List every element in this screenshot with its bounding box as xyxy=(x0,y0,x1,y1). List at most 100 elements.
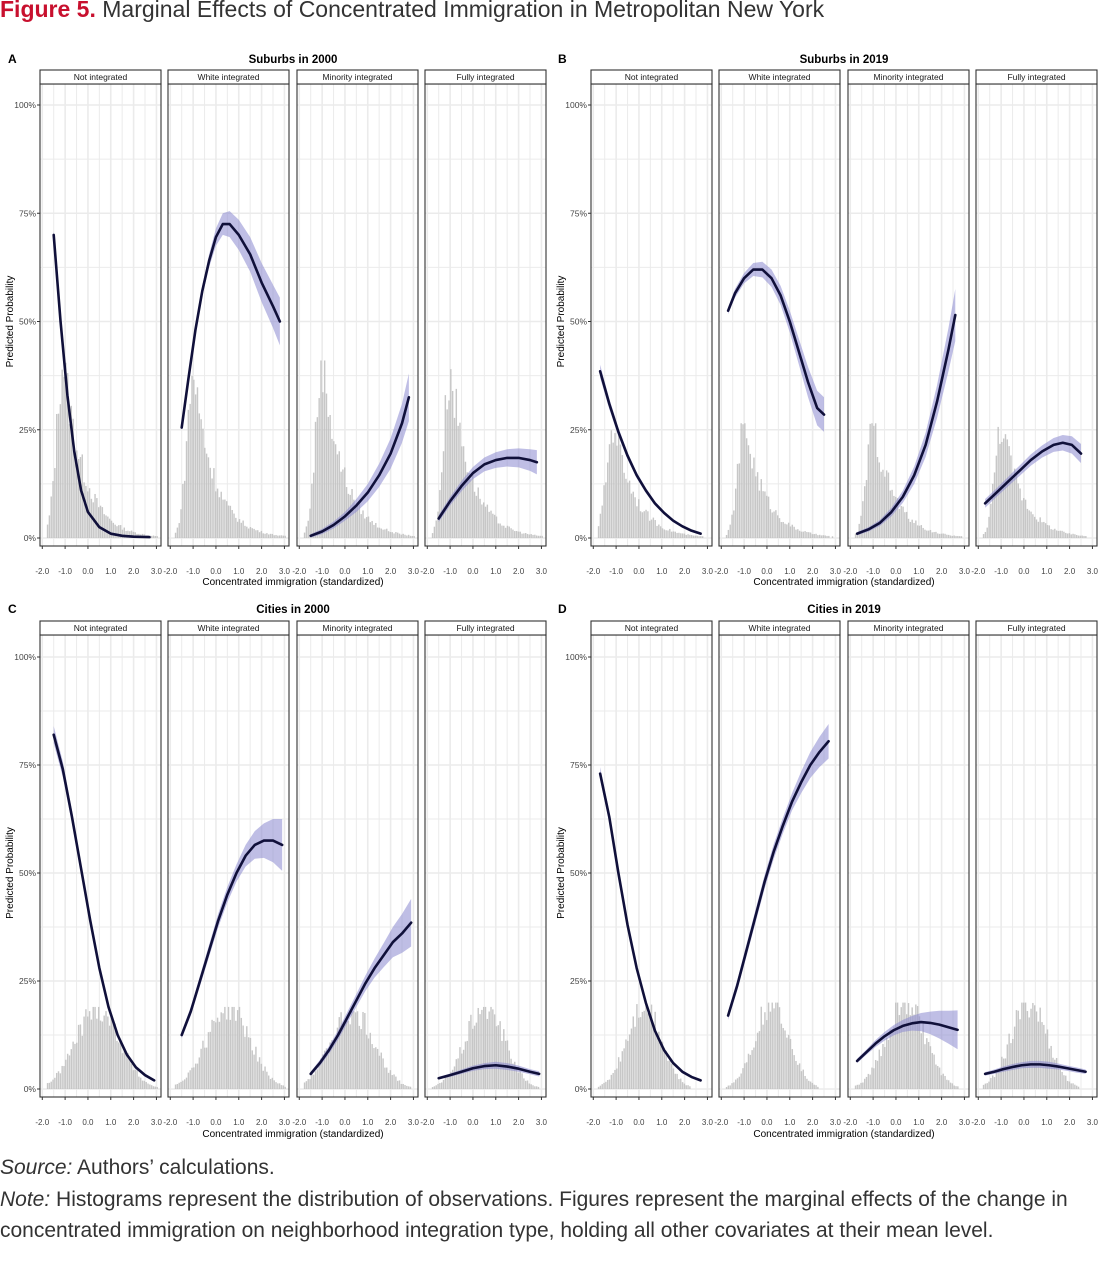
x-tick-label: 0.0 xyxy=(1018,567,1030,576)
histogram-bar xyxy=(1046,525,1049,538)
histogram-bar xyxy=(225,1019,228,1089)
histogram-bar xyxy=(284,1086,286,1089)
histogram-bar xyxy=(1070,1083,1072,1089)
histogram-bar xyxy=(231,1006,233,1089)
figure-footer: Source: Authors’ calculations. Note: His… xyxy=(0,1152,1105,1247)
histogram-bar xyxy=(492,1009,494,1089)
x-tick-label: 0.0 xyxy=(210,1118,222,1127)
histogram-bar xyxy=(262,1070,264,1089)
histogram-bar xyxy=(621,1051,624,1089)
x-tick-label: 1.0 xyxy=(233,567,245,576)
source-label: Source: xyxy=(0,1156,73,1179)
histogram-bar xyxy=(227,505,230,538)
histogram-bar xyxy=(340,471,342,538)
histogram-bar xyxy=(493,1014,496,1089)
histogram-bar xyxy=(247,528,250,538)
histogram-bar xyxy=(468,1021,470,1089)
histogram-bar xyxy=(515,1069,518,1089)
histogram-bar xyxy=(731,1083,733,1089)
facet-fully-integrated: Fully integrated -2.0 -1.0 0.0 1.0 2.0 3.0 xyxy=(420,69,548,576)
histogram-bar xyxy=(147,1083,149,1089)
histogram-bar xyxy=(997,426,999,538)
histogram-bar xyxy=(439,1083,441,1089)
histogram-bar xyxy=(1063,1075,1065,1089)
predicted-probability-line xyxy=(598,772,702,1082)
histogram-bar xyxy=(464,461,467,538)
histogram-bar xyxy=(896,1002,899,1089)
histogram-bar xyxy=(958,536,961,538)
histogram-bar xyxy=(1017,1010,1019,1089)
histogram-bar xyxy=(205,453,208,538)
histogram-bar xyxy=(641,1011,644,1089)
histogram-bar xyxy=(354,1012,357,1089)
histogram-bar xyxy=(76,450,78,538)
histogram-bar xyxy=(63,376,65,538)
histogram-bar xyxy=(809,1081,812,1089)
facet-strip xyxy=(718,620,841,636)
histogram-bar xyxy=(1061,1071,1063,1089)
histogram-bar xyxy=(129,531,131,538)
histogram-bar xyxy=(610,430,613,538)
histogram-bar xyxy=(189,403,191,538)
histogram-bar xyxy=(224,499,226,538)
histogram-bar xyxy=(365,517,368,538)
histogram-bar xyxy=(108,518,111,538)
histogram-bar xyxy=(628,480,631,538)
histogram-bar xyxy=(193,1067,195,1089)
histogram-bar xyxy=(800,531,803,538)
facet-strip xyxy=(590,620,713,636)
histogram-bar xyxy=(599,513,602,538)
predicted-probability-line xyxy=(726,739,830,1017)
x-axis-label: Concentrated immigration (standardized) xyxy=(202,577,383,588)
histogram-bar xyxy=(110,520,113,538)
histogram-bar xyxy=(371,520,373,538)
histogram-bar xyxy=(681,533,684,538)
histogram-bar xyxy=(470,1014,472,1089)
histogram-bar xyxy=(680,533,682,538)
histogram-bar xyxy=(141,1080,144,1089)
x-tick-label: 3.0 xyxy=(1087,567,1099,576)
histogram-bar xyxy=(791,524,794,538)
histogram-bar xyxy=(488,1011,490,1089)
histogram-bar xyxy=(182,484,184,538)
facet-strip-label: Fully integrated xyxy=(456,72,514,82)
predicted-probability-line xyxy=(983,1063,1087,1076)
histogram-bar xyxy=(802,531,804,538)
x-tick-label: 3.0 xyxy=(408,567,420,576)
histogram-bar xyxy=(685,534,687,538)
histogram-bar xyxy=(431,1087,434,1089)
histogram-bar xyxy=(143,1080,146,1089)
y-tick-label: 100% xyxy=(14,652,36,662)
histogram-bar xyxy=(1070,534,1072,538)
histogram-bar xyxy=(797,1064,799,1089)
histogram-bar xyxy=(400,534,403,538)
histogram-bar xyxy=(627,482,629,538)
histogram-bar xyxy=(198,1057,201,1089)
histogram-bar xyxy=(670,531,673,538)
x-tick-label: 1.0 xyxy=(490,567,502,576)
histogram-bar xyxy=(831,536,834,538)
histogram-bar xyxy=(395,1076,397,1089)
histogram-bar xyxy=(863,486,866,538)
histogram-bar xyxy=(72,1041,74,1089)
histogram-bar xyxy=(876,457,879,538)
histogram-bar xyxy=(303,532,306,538)
histogram-bar xyxy=(815,533,817,538)
histogram-bar xyxy=(96,1018,98,1089)
histogram-bar xyxy=(475,1022,478,1089)
histogram-bar xyxy=(246,526,248,538)
histogram-bar xyxy=(606,1079,609,1089)
histogram-bar xyxy=(909,1015,912,1089)
histogram-bar xyxy=(1023,1002,1025,1089)
x-tick-label: 2.0 xyxy=(679,567,691,576)
histogram-bar xyxy=(94,1006,96,1089)
histogram-bar xyxy=(222,499,224,538)
histogram-bar xyxy=(738,1076,741,1089)
histogram-bar xyxy=(767,1002,770,1089)
histogram-bar xyxy=(663,529,666,538)
histogram-bar xyxy=(797,529,799,538)
histogram-bar xyxy=(747,1053,750,1089)
x-tick-label: -2.0 xyxy=(35,1118,49,1127)
histogram-bar xyxy=(1081,535,1083,538)
histogram-bar xyxy=(652,1024,655,1089)
